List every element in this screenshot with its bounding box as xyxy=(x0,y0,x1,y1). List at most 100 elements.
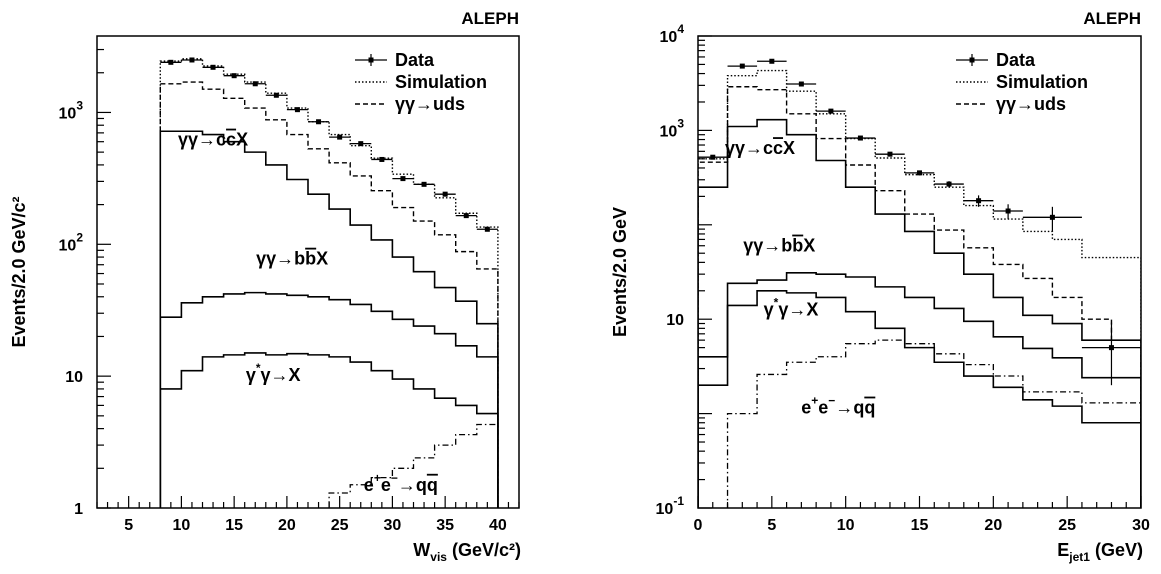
annotation-ccX: γγ→ccX xyxy=(178,130,248,150)
y-axis-label: Events/2.0 GeV xyxy=(610,207,630,337)
x-tick-label: 30 xyxy=(384,517,402,534)
x-tick-label: 30 xyxy=(1132,517,1150,534)
series-ccX xyxy=(698,118,1141,508)
y-tick-label-exponent: 3 xyxy=(677,116,684,130)
annotation-text: γγ→b xyxy=(256,249,305,269)
y-tick-label-base: 10 xyxy=(59,105,77,122)
data-point xyxy=(379,156,385,162)
annotation-text: e xyxy=(801,398,811,418)
series-ee_qq xyxy=(328,423,499,508)
x-axis-label-unit: (GeV) xyxy=(1090,540,1143,560)
y-axis-label: Events/2.0 GeV/c² xyxy=(9,196,29,347)
annotation-text: X xyxy=(316,249,328,269)
annotation-bar: b xyxy=(305,249,316,269)
experiment-label: ALEPH xyxy=(461,9,519,28)
plot-area xyxy=(698,58,1141,508)
data-point xyxy=(463,213,469,219)
data-point xyxy=(976,198,982,204)
data-point xyxy=(484,226,490,232)
data-point xyxy=(189,57,195,63)
annotation-text: X xyxy=(236,130,248,150)
x-axis-label: Wvis (GeV/c²) xyxy=(413,540,521,564)
x-tick-label: 5 xyxy=(767,517,776,534)
plot-frame xyxy=(697,35,1142,509)
data-point xyxy=(828,108,834,114)
x-tick-label: 15 xyxy=(225,517,243,534)
legend-data-marker xyxy=(969,57,975,63)
data-point xyxy=(168,59,174,65)
data-point xyxy=(1005,208,1011,214)
annotation-bar: b xyxy=(792,236,803,256)
series-bbX xyxy=(159,291,499,508)
x-axis-label: Ejet1 (GeV) xyxy=(1057,540,1143,564)
annotation-ee_qq: e+e−→qq xyxy=(801,394,875,418)
annotation-bar: c xyxy=(773,138,783,158)
data-point xyxy=(252,81,258,87)
y-tick-label-exponent: -1 xyxy=(673,494,684,508)
series-uds xyxy=(159,81,499,508)
data-point xyxy=(887,151,893,157)
annotation-bar: q xyxy=(864,398,875,418)
legend-label: Simulation xyxy=(395,72,487,92)
annotation-text: γ xyxy=(764,299,774,319)
legend-label: γγ→uds xyxy=(395,94,465,114)
data-point xyxy=(857,135,863,141)
x-tick-label: 35 xyxy=(436,517,454,534)
annotation-text: γγ→c xyxy=(178,130,226,150)
y-tick-label: 103 xyxy=(660,116,685,140)
annotation-text: X xyxy=(803,236,815,256)
legend-label: Data xyxy=(996,50,1036,70)
annotation-sup: + xyxy=(811,394,818,408)
x-tick-label: 0 xyxy=(694,517,703,534)
x-axis-label-unit: (GeV/c²) xyxy=(447,540,521,560)
y-tick-label: 104 xyxy=(660,22,685,46)
y-tick-label: 102 xyxy=(59,230,84,254)
x-tick-label: 25 xyxy=(331,517,349,534)
data-point xyxy=(358,141,364,147)
x-tick-label: 40 xyxy=(489,517,507,534)
y-tick-label-exponent: 2 xyxy=(76,230,83,244)
data-point xyxy=(400,176,406,182)
annotation-ee_qq: e+e−→qq xyxy=(364,471,438,495)
series-uds xyxy=(698,86,1141,508)
panel-2: ALEPH Events/2.0 GeV Ejet1 (GeV) 0 5 10 15 20 25… xyxy=(610,9,1150,564)
annotation-text: γ→X xyxy=(778,299,818,319)
x-axis-label-main: E xyxy=(1057,540,1069,560)
x-axis-label-main: W xyxy=(413,540,430,560)
annotation-bar: c xyxy=(226,130,236,150)
annotation-text: →q xyxy=(835,398,864,418)
panel-1: ALEPH Events/2.0 GeV/c² Wvis (GeV/c²) 5 10 15… xyxy=(9,9,521,564)
y-tick-label-exponent: 4 xyxy=(677,22,684,36)
annotation-text: e xyxy=(818,398,828,418)
data-point xyxy=(710,154,716,160)
data-point xyxy=(1108,345,1114,351)
data-point xyxy=(739,63,745,69)
y-tick-label-base: 1 xyxy=(74,501,83,518)
y-tick-label: 10-1 xyxy=(656,494,685,518)
y-tick-label-base: 10 xyxy=(65,369,83,386)
y-tick-label: 103 xyxy=(59,98,84,122)
annotation-bbX: γγ→bbX xyxy=(743,236,815,256)
annotation-text: γ xyxy=(246,365,256,385)
y-tick-label-base: 10 xyxy=(656,501,674,518)
x-tick-label: 20 xyxy=(278,517,296,534)
annotation-sup: − xyxy=(391,471,398,485)
y-tick-label-base: 10 xyxy=(666,312,684,329)
series-gstarX xyxy=(159,352,499,508)
annotation-text: →q xyxy=(398,475,427,495)
x-axis-label-sub: vis xyxy=(430,550,447,564)
annotation-text: γ→X xyxy=(261,365,301,385)
data-point xyxy=(273,92,279,98)
y-tick-label: 10 xyxy=(666,312,684,329)
legend-label: Data xyxy=(395,50,435,70)
data-point xyxy=(337,134,343,140)
annotation-ccX: γγ→ccX xyxy=(725,138,795,158)
data-point xyxy=(294,107,300,113)
x-tick-label: 25 xyxy=(1058,517,1076,534)
annotation-text: γγ→b xyxy=(743,236,792,256)
data-point xyxy=(442,191,448,197)
annotation-text: X xyxy=(783,138,795,158)
series-gstarX xyxy=(698,289,1141,508)
annotation-sup: * xyxy=(256,361,261,375)
data-point xyxy=(231,73,237,79)
